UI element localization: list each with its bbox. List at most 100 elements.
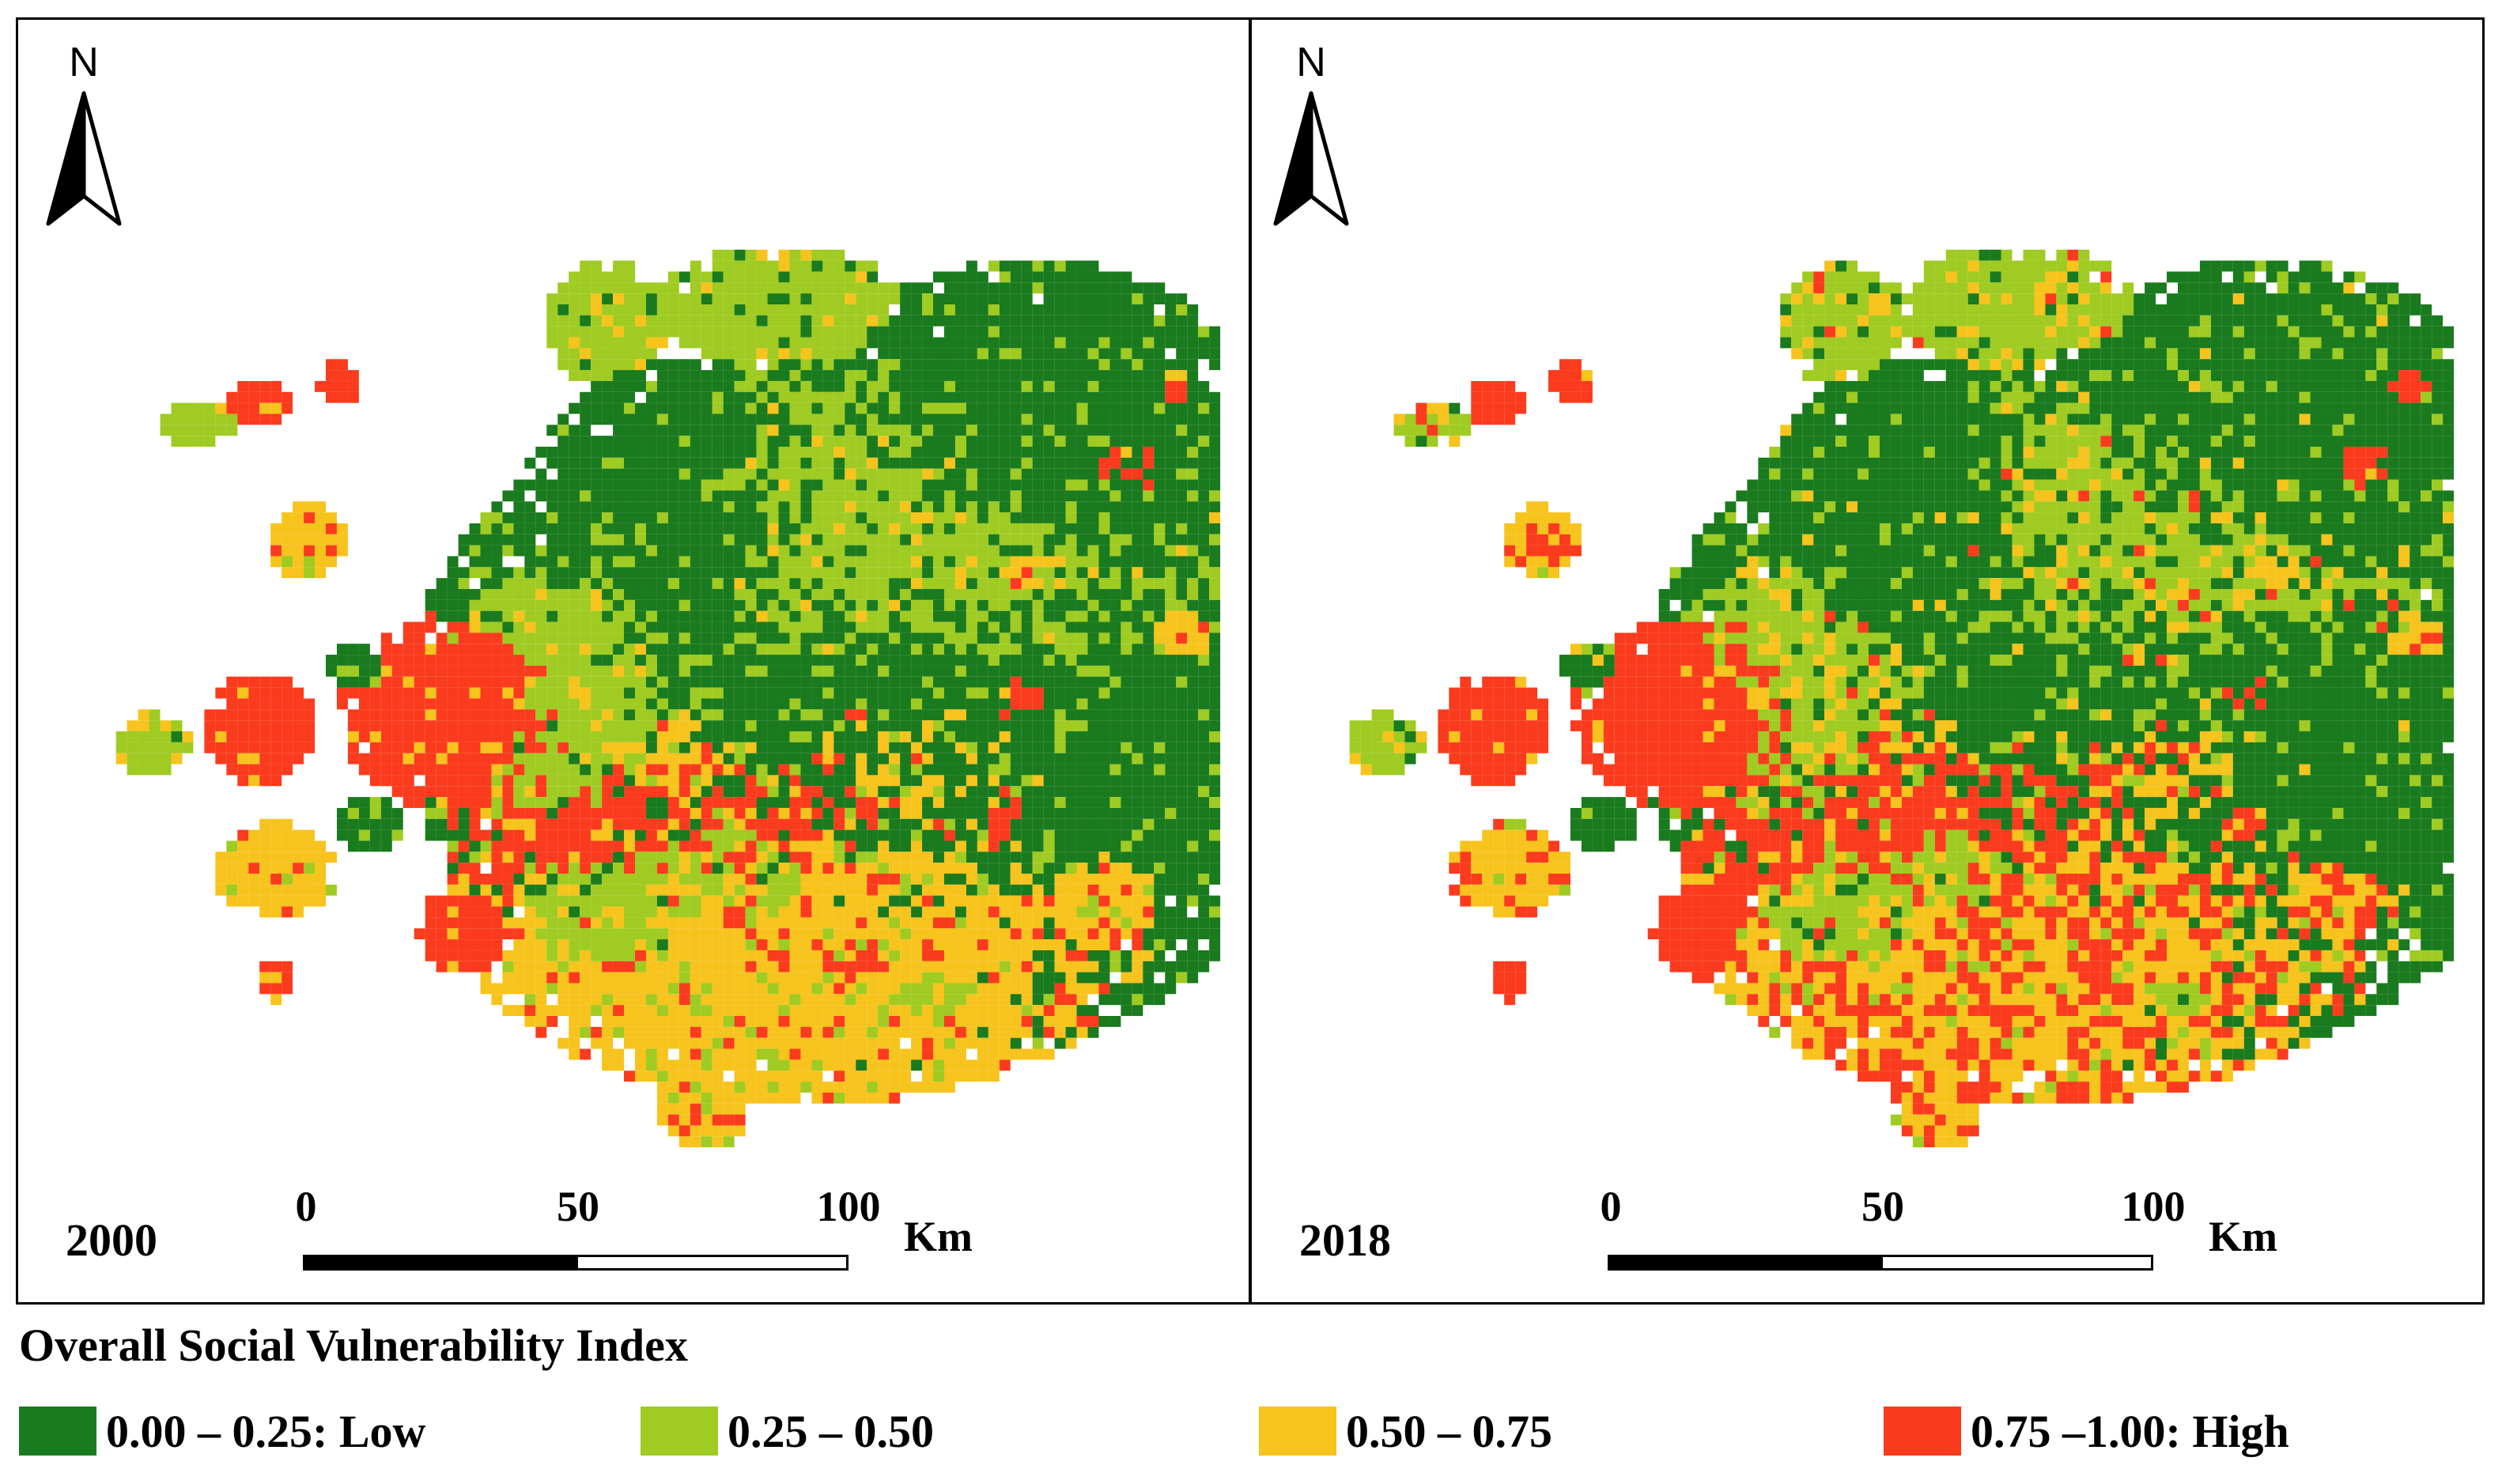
map-cell [900, 567, 912, 579]
map-cell [778, 1016, 790, 1027]
map-cell [602, 655, 614, 666]
map-cell [645, 425, 657, 436]
map-cell [634, 665, 646, 677]
map-cell [569, 742, 580, 753]
map-cell [954, 1005, 966, 1017]
map-cell [878, 840, 890, 852]
map-cell [602, 447, 614, 458]
map-cell [569, 852, 580, 863]
map-cell [480, 928, 492, 940]
map-cell [414, 764, 425, 776]
map-cell [878, 1016, 890, 1027]
map-cell [878, 720, 890, 732]
map-cell [1132, 632, 1143, 644]
map-cell [900, 1016, 912, 1027]
map-cell [645, 829, 657, 841]
map-cell [922, 972, 934, 984]
map-cell [237, 840, 249, 852]
map-cell [624, 895, 635, 907]
map-cell [1043, 906, 1055, 918]
map-cell [933, 731, 944, 742]
map-cell [580, 687, 591, 699]
map-cell [580, 797, 591, 808]
map-cell [634, 939, 646, 950]
map-cell [701, 1092, 712, 1104]
map-cell [1043, 468, 1055, 480]
map-cell [414, 720, 425, 732]
map-cell [822, 807, 834, 819]
map-cell [458, 621, 470, 633]
map-cell [645, 402, 657, 414]
map-cell [833, 271, 845, 283]
map-cell [811, 775, 823, 787]
map-cell [645, 983, 657, 995]
map-cell [833, 249, 845, 261]
map-cell [270, 972, 282, 984]
map-cell [856, 326, 867, 338]
map-cell [656, 315, 668, 327]
map-cell [988, 402, 1000, 414]
map-cell [1032, 972, 1044, 984]
map-cell [999, 380, 1011, 392]
map-cell [491, 644, 503, 655]
map-cell [900, 326, 912, 338]
map-cell [546, 523, 558, 534]
map-cell [270, 874, 282, 885]
map-cell [259, 413, 271, 425]
map-cell [800, 413, 812, 425]
map-cell [943, 479, 955, 491]
map-cell [933, 1016, 944, 1027]
map-cell [767, 928, 779, 940]
map-cell [667, 917, 679, 929]
map-cell [171, 425, 183, 436]
map-cell [667, 534, 679, 546]
map-cell [1054, 928, 1066, 940]
map-cell [491, 534, 503, 546]
map-cell [591, 1037, 603, 1049]
map-cell [1065, 720, 1077, 732]
map-cell [678, 567, 690, 579]
map-cell [678, 337, 690, 349]
map-cell [304, 852, 316, 863]
map-cell [1065, 983, 1077, 995]
map-cell [513, 753, 525, 765]
map-cell [943, 720, 955, 732]
map-cell [966, 972, 977, 984]
map-cell [922, 709, 934, 721]
map-cell [845, 326, 856, 338]
map-cell [1154, 599, 1166, 611]
map-cell [1154, 742, 1166, 753]
map-cell [954, 534, 966, 546]
map-cell [922, 983, 934, 995]
map-cell [1154, 797, 1166, 808]
map-cell [380, 720, 392, 732]
map-cell [667, 293, 679, 305]
map-cell [1065, 818, 1077, 830]
map-cell [1121, 764, 1132, 776]
map-cell [977, 512, 988, 523]
map-cell [1010, 972, 1022, 984]
map-cell [690, 644, 701, 655]
map-cell [613, 972, 625, 984]
map-cell [778, 852, 790, 863]
map-cell [580, 852, 591, 863]
map-cell [491, 807, 503, 819]
map-cell [524, 676, 536, 688]
map-cell [336, 818, 348, 830]
map-cell [1121, 512, 1132, 523]
map-cell [259, 884, 271, 896]
map-cell [667, 1059, 679, 1071]
map-cell [878, 764, 890, 776]
map-cell [613, 687, 625, 699]
map-cell [977, 402, 988, 414]
map-cell [535, 556, 547, 568]
map-cell [1132, 906, 1143, 918]
map-cell [954, 775, 966, 787]
map-cell [999, 370, 1011, 381]
map-cell [1076, 337, 1088, 349]
map-cell [856, 753, 867, 765]
map-cell [734, 709, 746, 721]
map-cell [347, 380, 359, 392]
map-cell [723, 326, 735, 338]
map-cell [1076, 764, 1088, 776]
